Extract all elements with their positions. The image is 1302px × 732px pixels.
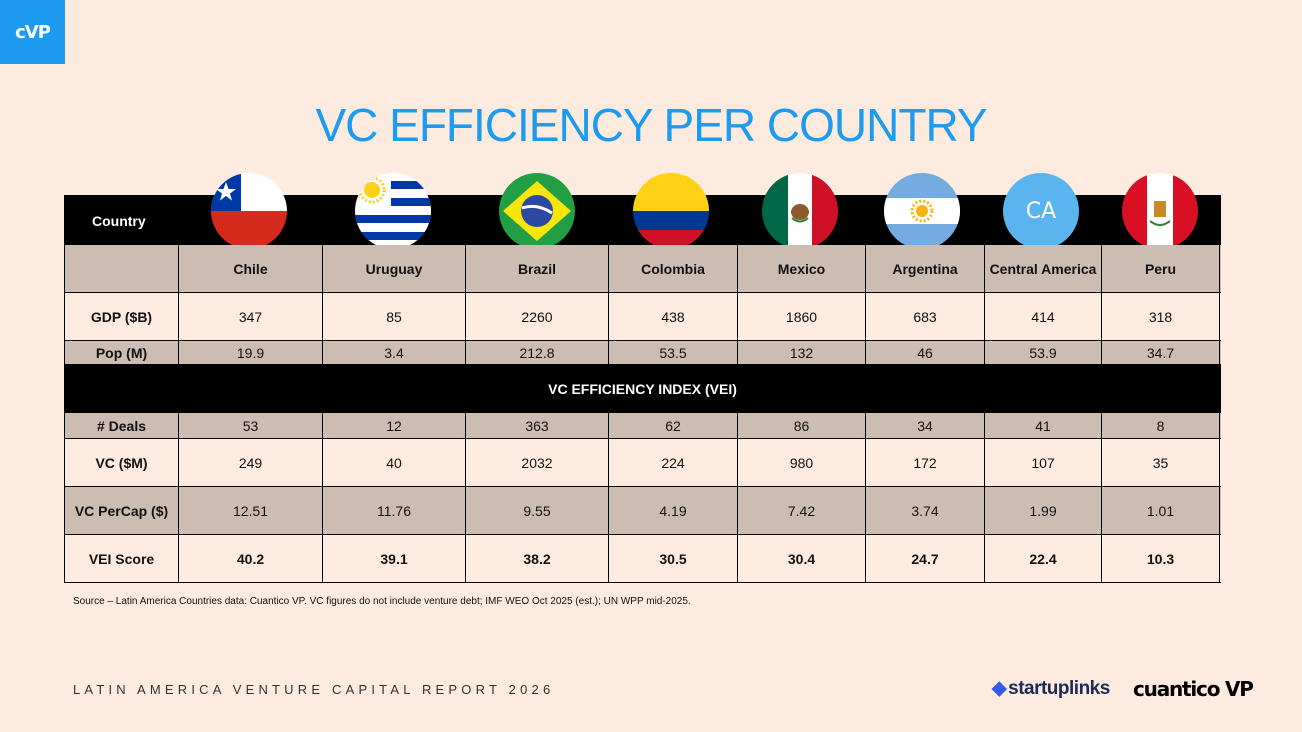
- vei-score-value: 38.2: [466, 535, 609, 582]
- chile-flag-icon: [211, 173, 287, 249]
- vei-score-value: 30.4: [738, 535, 866, 582]
- pop-row: Pop (M) 19.9 3.4 212.8 53.5 132 46 53.9 …: [64, 341, 1221, 365]
- vc-percap-label: VC PerCap ($): [64, 487, 179, 534]
- gdp-value: 414: [985, 293, 1102, 340]
- country-name: Chile: [179, 245, 323, 292]
- cuantico-logo: cuantico VP: [1133, 677, 1254, 701]
- pop-value: 46: [866, 341, 985, 364]
- peru-flag-icon: [1122, 173, 1198, 249]
- vei-score-value: 39.1: [323, 535, 466, 582]
- gdp-value: 318: [1102, 293, 1220, 340]
- deals-value: 363: [466, 413, 609, 438]
- central-america-badge-icon: CA: [1003, 173, 1079, 249]
- vc-percap-row: VC PerCap ($) 12.51 11.76 9.55 4.19 7.42…: [64, 487, 1221, 535]
- vei-score-value: 10.3: [1102, 535, 1220, 582]
- country-name: Mexico: [738, 245, 866, 292]
- country-name: Colombia: [609, 245, 738, 292]
- vc-percap-value: 12.51: [179, 487, 323, 534]
- vei-score-value: 22.4: [985, 535, 1102, 582]
- central-america-badge-label: CA: [1025, 198, 1057, 224]
- deals-row: # Deals 53 12 363 62 86 34 41 8: [64, 413, 1221, 439]
- pop-value: 19.9: [179, 341, 323, 364]
- startuplinks-wordmark: startuplinks: [1008, 678, 1110, 699]
- vc-value: 35: [1102, 439, 1220, 486]
- vc-value: 224: [609, 439, 738, 486]
- report-footer: LATIN AMERICA VENTURE CAPITAL REPORT 202…: [73, 682, 555, 697]
- vei-score-value: 30.5: [609, 535, 738, 582]
- gdp-value: 85: [323, 293, 466, 340]
- vc-value: 172: [866, 439, 985, 486]
- uruguay-flag-icon: [355, 173, 431, 249]
- vc-percap-value: 4.19: [609, 487, 738, 534]
- vei-score-value: 40.2: [179, 535, 323, 582]
- country-name: Central America: [985, 245, 1102, 292]
- vc-percap-value: 1.01: [1102, 487, 1220, 534]
- vc-row: VC ($M) 249 40 2032 224 980 172 107 35: [64, 439, 1221, 487]
- country-row: Country CA: [64, 173, 1221, 249]
- pop-value: 34.7: [1102, 341, 1220, 364]
- vei-section-row: VC EFFICIENCY INDEX (VEI): [64, 365, 1221, 413]
- vei-score-label: VEI Score: [64, 535, 179, 582]
- gdp-value: 1860: [738, 293, 866, 340]
- vei-section-title: VC EFFICIENCY INDEX (VEI): [548, 381, 737, 397]
- country-name: Peru: [1102, 245, 1220, 292]
- vc-percap-value: 9.55: [466, 487, 609, 534]
- argentina-flag-icon: [884, 173, 960, 249]
- pop-label: Pop (M): [64, 341, 179, 364]
- vc-label: VC ($M): [64, 439, 179, 486]
- deals-value: 12: [323, 413, 466, 438]
- vc-value: 249: [179, 439, 323, 486]
- pop-value: 132: [738, 341, 866, 364]
- cvp-logo: cVP: [0, 0, 65, 64]
- page-title: VC EFFICIENCY PER COUNTRY: [315, 99, 987, 151]
- vc-value: 980: [738, 439, 866, 486]
- deals-label: # Deals: [64, 413, 179, 438]
- vc-value: 107: [985, 439, 1102, 486]
- vc-value: 40: [323, 439, 466, 486]
- gdp-row: GDP ($B) 347 85 2260 438 1860 683 414 31…: [64, 293, 1221, 341]
- vc-percap-value: 7.42: [738, 487, 866, 534]
- vc-percap-value: 1.99: [985, 487, 1102, 534]
- pop-value: 212.8: [466, 341, 609, 364]
- country-names-label-cell: [64, 245, 179, 292]
- country-name: Brazil: [466, 245, 609, 292]
- deals-value: 86: [738, 413, 866, 438]
- vc-efficiency-table: Country CA Chile Uruguay Brazil C: [64, 173, 1221, 583]
- deals-value: 8: [1102, 413, 1220, 438]
- gdp-value: 347: [179, 293, 323, 340]
- gdp-value: 438: [609, 293, 738, 340]
- vc-value: 2032: [466, 439, 609, 486]
- gdp-value: 683: [866, 293, 985, 340]
- colombia-flag-icon: [633, 173, 709, 249]
- country-names-row: Chile Uruguay Brazil Colombia Mexico Arg…: [64, 245, 1221, 293]
- pop-value: 53.5: [609, 341, 738, 364]
- deals-value: 34: [866, 413, 985, 438]
- deals-value: 41: [985, 413, 1102, 438]
- startuplinks-logo: ◆ startuplinks: [992, 677, 1110, 700]
- gdp-label: GDP ($B): [64, 293, 179, 340]
- mexico-flag-icon: [762, 173, 838, 249]
- vei-score-value: 24.7: [866, 535, 985, 582]
- vc-percap-value: 11.76: [323, 487, 466, 534]
- pop-value: 53.9: [985, 341, 1102, 364]
- deals-value: 53: [179, 413, 323, 438]
- deals-value: 62: [609, 413, 738, 438]
- vei-score-row: VEI Score 40.2 39.1 38.2 30.5 30.4 24.7 …: [64, 535, 1221, 583]
- brazil-flag-icon: [499, 173, 575, 249]
- pop-value: 3.4: [323, 341, 466, 364]
- country-name: Uruguay: [323, 245, 466, 292]
- country-name: Argentina: [866, 245, 985, 292]
- gdp-value: 2260: [466, 293, 609, 340]
- startuplinks-drop-icon: ◆: [992, 678, 1007, 699]
- vc-percap-value: 3.74: [866, 487, 985, 534]
- country-header: Country: [92, 213, 146, 229]
- source-note: Source – Latin America Countries data: C…: [73, 596, 691, 607]
